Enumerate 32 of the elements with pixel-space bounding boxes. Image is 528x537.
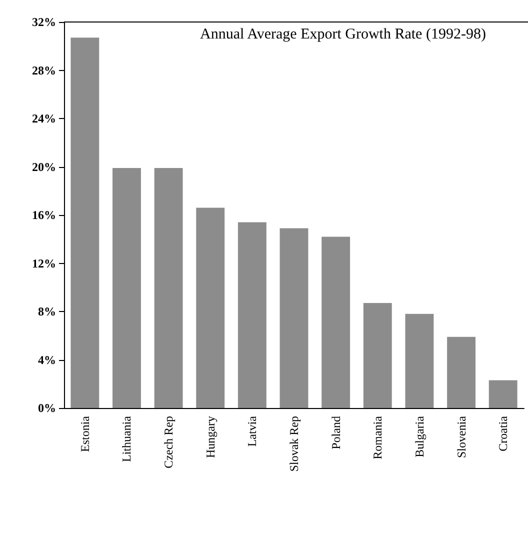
y-tick-label: 0% (38, 401, 56, 415)
x-tick-label: Latvia (245, 415, 260, 447)
bar (447, 336, 476, 408)
x-tick-label: Poland (328, 416, 343, 450)
x-tick-label: Bulgaria (412, 415, 426, 458)
x-tick-label: Romania (370, 415, 385, 460)
y-tick-label: 4% (38, 352, 56, 367)
bar (70, 38, 100, 408)
bar (196, 208, 225, 408)
y-tick-label: 32% (32, 15, 56, 29)
y-tick-label: 16% (32, 208, 56, 222)
y-tick-label: 20% (32, 160, 56, 174)
y-tick-label: 8% (38, 304, 56, 318)
bar (363, 303, 392, 408)
x-tick-label: Croatia (496, 415, 510, 452)
x-tick-label: Slovenia (454, 415, 468, 458)
x-tick-label: Hungary (203, 416, 218, 458)
bar (405, 314, 434, 408)
y-tick-label: 12% (32, 256, 56, 270)
y-tick-label: 24% (32, 112, 56, 126)
y-tick-label: 28% (32, 63, 56, 78)
bar (112, 168, 141, 408)
bar (488, 380, 518, 408)
bar (322, 236, 350, 408)
bar (154, 168, 183, 408)
x-tick-label: Estonia (78, 415, 92, 452)
x-tick-label: Lithuania (120, 415, 134, 462)
bar (238, 222, 266, 408)
x-tick-label: Czech Rep (162, 416, 176, 468)
x-tick-label: Slovak Rep (287, 416, 301, 472)
chart-title: Annual Average Export Growth Rate (1992-98) (200, 26, 486, 42)
bar (280, 228, 308, 408)
